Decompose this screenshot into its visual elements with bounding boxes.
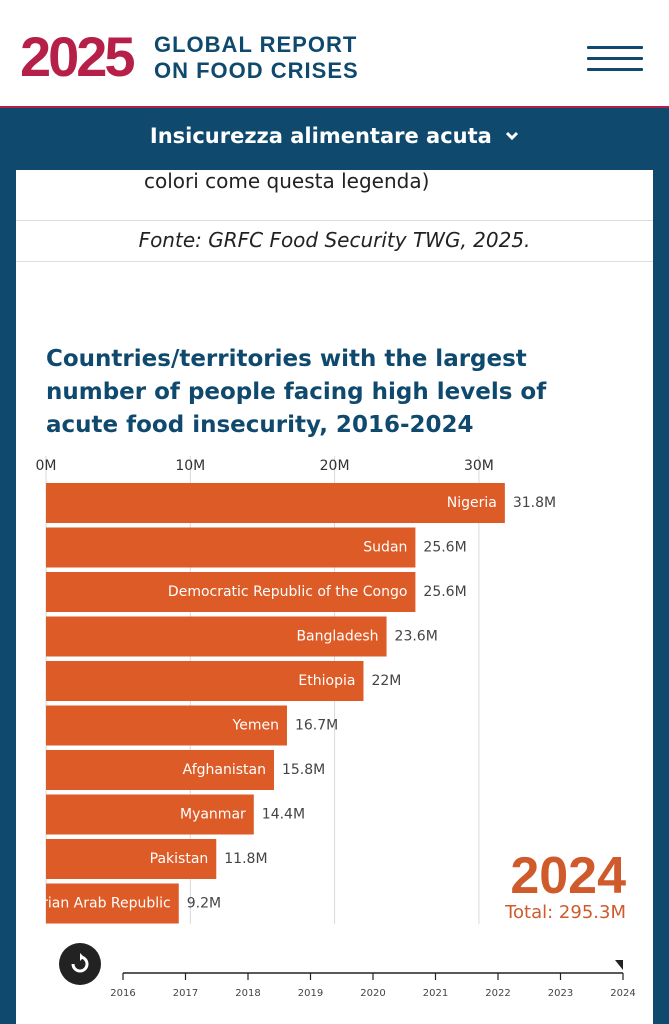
bar-value-label: 16.7M	[295, 718, 338, 734]
bar-value-label: 22M	[371, 673, 401, 689]
bar-category-label: Nigeria	[447, 495, 497, 511]
bar[interactable]	[46, 616, 387, 657]
bar-category-label: Pakistan	[150, 851, 209, 867]
bar-category-label: Sudan	[363, 540, 407, 556]
current-year-display: 2024	[510, 847, 626, 905]
bar-value-label: 31.8M	[513, 495, 556, 511]
section-dropdown[interactable]: Insicurezza alimentare acuta	[0, 124, 669, 148]
timeline-year-label[interactable]: 2022	[485, 988, 510, 999]
logo-year[interactable]: 2025	[20, 25, 136, 88]
timeline-year-label[interactable]: 2021	[423, 988, 448, 999]
bar-value-label: 9.2M	[187, 896, 221, 912]
timeline-year-label[interactable]: 2020	[360, 988, 385, 999]
bar-category-label: Ethiopia	[298, 673, 355, 689]
logo-title-line1[interactable]: GLOBAL REPORT	[154, 32, 358, 57]
bar[interactable]	[46, 839, 217, 879]
frame-edge-cover	[0, 460, 16, 940]
total-display: Total: 295.3M	[505, 902, 626, 923]
logo-title-line2[interactable]: ON FOOD CRISES	[154, 58, 359, 83]
timeline-year-label[interactable]: 2018	[235, 988, 260, 999]
chart-title: Countries/territories with the largest n…	[46, 346, 547, 438]
section-dropdown-label: Insicurezza alimentare acuta	[149, 124, 492, 148]
hamburger-menu-icon[interactable]	[587, 44, 643, 72]
timeline-year-label[interactable]: 2016	[110, 988, 135, 999]
bar-category-label: Myanmar	[180, 807, 246, 823]
x-tick-label: 20M	[320, 458, 350, 474]
chevron-down-icon	[506, 131, 519, 141]
bar[interactable]	[46, 661, 364, 701]
bar-category-label: Yemen	[232, 718, 279, 734]
bar-category-label: Bangladesh	[296, 629, 378, 645]
bar[interactable]	[46, 705, 287, 746]
right-frame-border	[653, 170, 669, 1024]
menu-bar-line	[587, 57, 643, 60]
bar-value-label: 25.6M	[423, 584, 466, 600]
bar[interactable]	[46, 572, 416, 612]
timeline-year-label[interactable]: 2019	[298, 988, 323, 999]
replay-icon	[71, 953, 89, 973]
timeline-handle[interactable]	[615, 960, 623, 970]
bar-category-label: Syrian Arab Republic	[25, 896, 171, 912]
bar-value-label: 23.6M	[395, 629, 438, 645]
x-tick-label: 10M	[175, 458, 205, 474]
bar-category-label: Afghanistan	[183, 762, 266, 778]
bar-value-label: 15.8M	[282, 762, 325, 778]
timeline-slider: 2016 2017 2018 2019 2020 2021 2022 2023 2024	[110, 960, 636, 999]
timeline-year-label[interactable]: 2017	[173, 988, 198, 999]
bar[interactable]	[46, 794, 254, 835]
bar-category-label: Democratic Republic of the Congo	[168, 584, 407, 600]
source-box: Fonte: GRFC Food Security TWG, 2025.	[16, 220, 653, 262]
menu-bar-line	[587, 46, 643, 49]
x-tick-label: 0M	[36, 458, 57, 474]
bar-layer: Nigeria 31.8M Sudan 25.6M Democratic Republi…	[0, 460, 556, 940]
bar-value-label: 11.8M	[224, 851, 267, 867]
bar[interactable]	[46, 750, 274, 790]
timeline-year-label[interactable]: 2023	[548, 988, 573, 999]
timeline-year-label[interactable]: 2024	[610, 988, 635, 999]
source-text: Fonte: GRFC Food Security TWG, 2025.	[138, 228, 531, 252]
bar[interactable]	[46, 483, 505, 523]
bar-value-label: 25.6M	[423, 540, 466, 556]
legend-note-text: colori come questa legenda)	[144, 169, 430, 193]
bar[interactable]	[46, 527, 416, 568]
bar-value-label: 14.4M	[262, 807, 305, 823]
x-tick-label: 30M	[464, 458, 494, 474]
site-header: 2025 GLOBAL REPORT ON FOOD CRISES	[0, 0, 669, 106]
replay-button[interactable]	[59, 943, 101, 985]
bar[interactable]	[46, 883, 179, 924]
section-navbar[interactable]: Insicurezza alimentare acuta	[0, 106, 669, 170]
menu-bar-line	[587, 68, 643, 71]
